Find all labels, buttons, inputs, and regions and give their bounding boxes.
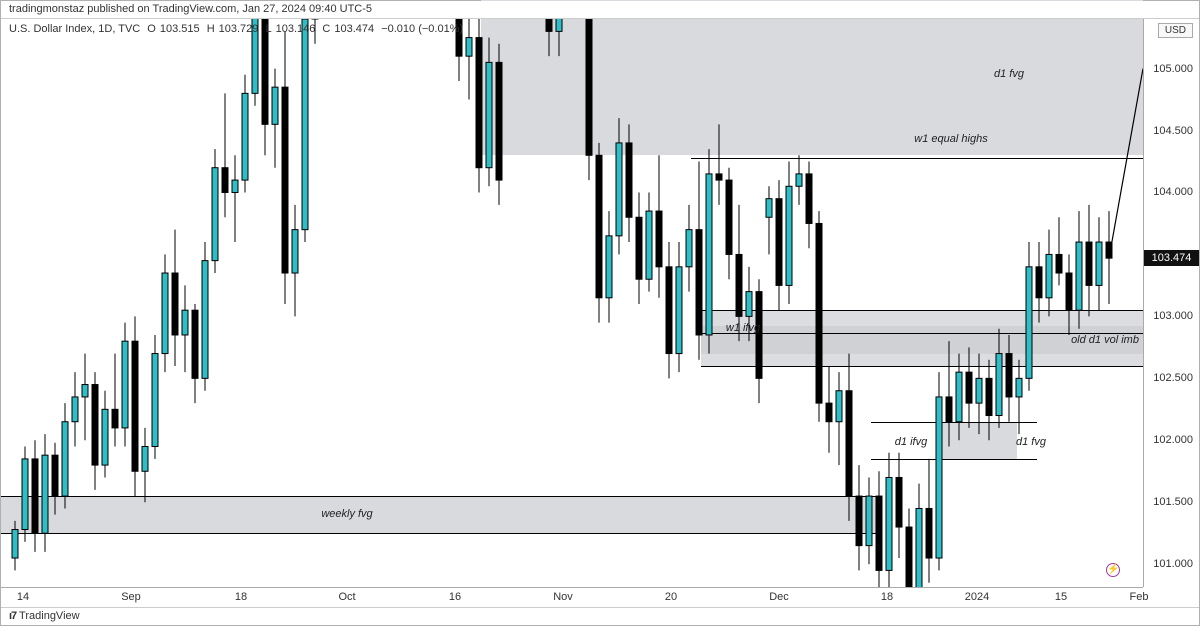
l-val: 103.146 — [276, 23, 316, 35]
symbol-name: U.S. Dollar Index, 1D, TVC — [9, 23, 140, 35]
last-price-badge: 103.474 — [1144, 250, 1199, 266]
y-tick: 105.000 — [1153, 63, 1193, 75]
x-tick: Feb — [1130, 591, 1149, 603]
x-tick: Dec — [769, 591, 789, 603]
publish-text: tradingmonstaz published on TradingView.… — [9, 3, 372, 15]
y-tick: 101.500 — [1153, 496, 1193, 508]
w1-ifvg-label: w1 ifvg — [726, 322, 760, 334]
brand-text: TradingView — [19, 610, 80, 622]
x-tick: 2024 — [965, 591, 989, 603]
x-tick: 14 — [17, 591, 29, 603]
x-tick: 15 — [1055, 591, 1067, 603]
y-tick: 104.500 — [1153, 125, 1193, 137]
brand-footer: ı7 TradingView — [1, 607, 1199, 625]
h-val: 103.729 — [219, 23, 259, 35]
y-axis[interactable]: 105.000 104.500 104.000 103.000 102.500 102.0… — [1143, 19, 1199, 587]
d1-fvg-label2: d1 fvg — [1016, 436, 1046, 448]
x-tick: Oct — [338, 591, 355, 603]
d1-fvg-label: d1 fvg — [994, 68, 1024, 80]
chart-frame: tradingmonstaz published on TradingView.… — [0, 0, 1200, 626]
y-tick: 101.000 — [1153, 558, 1193, 570]
y-tick: 102.500 — [1153, 372, 1193, 384]
x-tick: 18 — [881, 591, 893, 603]
o-val: 103.515 — [160, 23, 200, 35]
x-tick: Nov — [553, 591, 573, 603]
unit-badge: USD — [1158, 23, 1193, 38]
y-tick: 104.000 — [1153, 186, 1193, 198]
weekly-fvg-label: weekly fvg — [321, 508, 372, 520]
y-tick: 103.000 — [1153, 310, 1193, 322]
x-tick: 18 — [235, 591, 247, 603]
candlestick-series — [1, 19, 1143, 589]
symbol-legend: U.S. Dollar Index, 1D, TVC O 103.515 H 103… — [9, 23, 467, 35]
d1-ifvg-label: d1 ifvg — [895, 436, 927, 448]
c-val: 103.474 — [334, 23, 374, 35]
o-label: O — [147, 23, 156, 35]
tradingview-logo-icon: ı7 — [9, 610, 16, 622]
chart-area[interactable]: d1 fvg w1 equal highs w1 ifvg old d1 vol im… — [1, 19, 1143, 587]
y-tick: 102.000 — [1153, 434, 1193, 446]
old-d1-vol-imb-label: old d1 vol imb — [1071, 334, 1139, 346]
c-label: C — [322, 23, 330, 35]
x-tick: Sep — [121, 591, 141, 603]
publish-header: tradingmonstaz published on TradingView.… — [1, 1, 1199, 19]
chg-val: −0.010 (−0.01%) — [381, 23, 463, 35]
l-label: L — [265, 23, 271, 35]
h-label: H — [207, 23, 215, 35]
x-tick: 16 — [449, 591, 461, 603]
w1-equal-highs-label: w1 equal highs — [914, 133, 987, 145]
x-axis[interactable]: 14Sep18Oct16Nov20Dec18202415Feb — [1, 587, 1143, 607]
x-tick: 20 — [665, 591, 677, 603]
